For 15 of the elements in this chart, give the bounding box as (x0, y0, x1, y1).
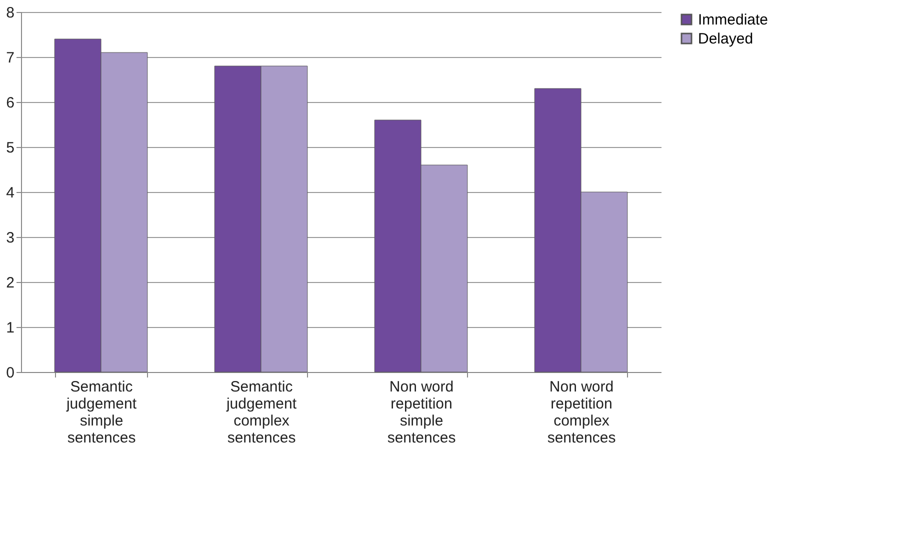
y-tick-label: 2 (6, 274, 14, 292)
y-tick-label: 4 (6, 184, 14, 202)
legend-label: Delayed (698, 30, 754, 48)
y-tick-label: 0 (6, 364, 14, 382)
x-tick-label: Non word repetition complex sentences (547, 378, 616, 446)
y-tick-label: 6 (6, 94, 14, 112)
x-tick-label: Semantic judgement complex sentences (225, 378, 298, 446)
y-tick-label: 3 (6, 230, 14, 246)
y-tick-label: 1 (6, 320, 14, 336)
legend-label: Immediate (698, 12, 768, 28)
x-tick-label: Non word repetition simple sentences (387, 378, 456, 446)
y-tick-label: 7 (6, 50, 14, 66)
x-tick-label: Semantic judgement simple sentences (65, 378, 138, 446)
y-tick-label: 5 (6, 140, 14, 156)
y-tick-label: 8 (6, 4, 14, 22)
